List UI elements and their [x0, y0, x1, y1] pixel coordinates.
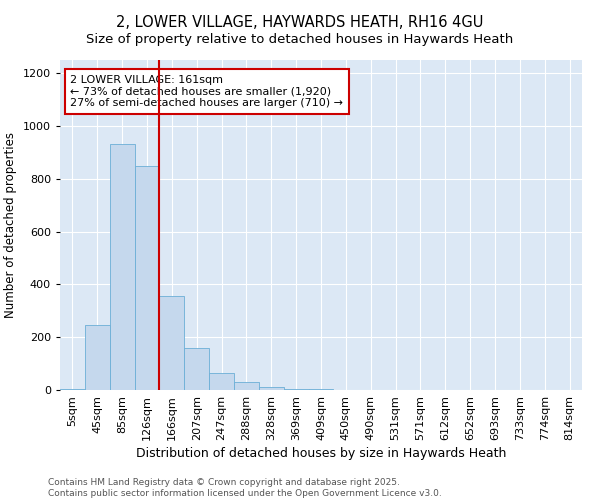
Text: Contains HM Land Registry data © Crown copyright and database right 2025.
Contai: Contains HM Land Registry data © Crown c… [48, 478, 442, 498]
Bar [259, 388, 284, 390]
Bar [234, 382, 259, 390]
Bar [184, 348, 209, 390]
Bar [60, 388, 85, 390]
X-axis label: Distribution of detached houses by size in Haywards Heath: Distribution of detached houses by size … [136, 447, 506, 460]
Y-axis label: Number of detached properties: Number of detached properties [4, 132, 17, 318]
Bar [110, 144, 134, 390]
Bar [209, 373, 234, 390]
Text: Size of property relative to detached houses in Haywards Heath: Size of property relative to detached ho… [86, 32, 514, 46]
Text: 2 LOWER VILLAGE: 161sqm
← 73% of detached houses are smaller (1,920)
27% of semi: 2 LOWER VILLAGE: 161sqm ← 73% of detache… [70, 75, 343, 108]
Text: 2, LOWER VILLAGE, HAYWARDS HEATH, RH16 4GU: 2, LOWER VILLAGE, HAYWARDS HEATH, RH16 4… [116, 15, 484, 30]
Bar [284, 388, 308, 390]
Bar [85, 324, 110, 390]
Bar [134, 166, 160, 390]
Bar [160, 296, 184, 390]
